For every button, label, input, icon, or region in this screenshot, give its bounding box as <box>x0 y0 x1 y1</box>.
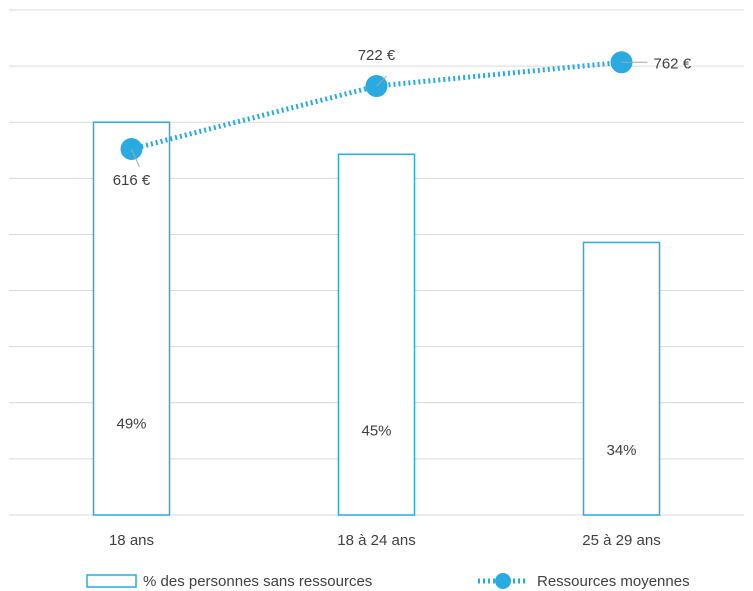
bar <box>92 121 171 516</box>
x-tick-label: 18 à 24 ans <box>337 532 415 549</box>
x-tick-label: 18 ans <box>109 532 154 549</box>
line-series <box>120 51 633 161</box>
x-tick-label: 25 à 29 ans <box>582 532 660 549</box>
legend-label-line: Ressources moyennes <box>537 573 690 590</box>
legend: % des personnes sans ressources Ressourc… <box>86 573 690 590</box>
bar-series <box>92 121 661 516</box>
line-data-labels: 616 € 722 € 762 € <box>113 47 692 189</box>
bar <box>337 153 416 516</box>
leader-line <box>131 148 140 168</box>
line-data-label: 722 € <box>358 47 396 64</box>
legend-swatch-marker <box>495 573 511 589</box>
bar <box>582 241 661 516</box>
bar-data-label: 49% <box>116 416 146 433</box>
legend-label-bar: % des personnes sans ressources <box>143 573 372 590</box>
bar-data-labels: 49% 45% 34% <box>116 416 636 459</box>
legend-swatch-bar <box>86 574 137 588</box>
x-axis-tick-labels: 18 ans 18 à 24 ans 25 à 29 ans <box>109 532 661 549</box>
bar-data-label: 34% <box>606 442 636 459</box>
leader-line <box>376 75 387 87</box>
line-data-label: 616 € <box>113 172 151 189</box>
line-data-label: 762 € <box>654 55 692 72</box>
bar-data-label: 45% <box>361 423 391 440</box>
